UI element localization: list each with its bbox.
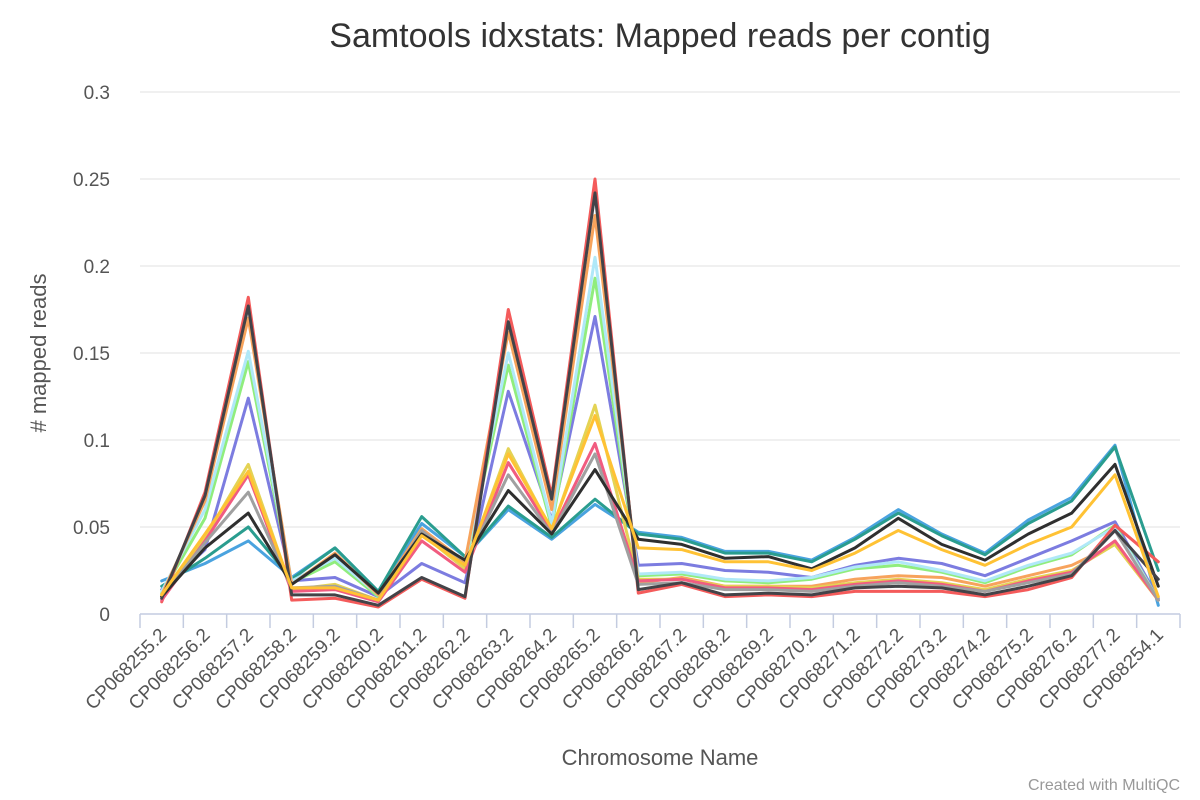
credit-link[interactable]: Created with MultiQC: [1028, 777, 1180, 794]
y-axis-ticks: 0 0.05 0.1 0.15 0.2 0.25 0.3: [73, 83, 110, 626]
series-line[interactable]: [160, 177, 1160, 609]
series-line[interactable]: [160, 414, 1160, 602]
series-line[interactable]: [160, 462, 1160, 599]
y-tick-label: 0.25: [73, 170, 110, 191]
series-line[interactable]: [160, 191, 1160, 607]
series-line[interactable]: [160, 315, 1160, 600]
y-tick-label: 0.1: [84, 431, 110, 452]
series-line[interactable]: [160, 255, 1160, 602]
y-tick-label: 0.15: [73, 344, 110, 365]
x-axis-ticks: CP068255.2CP068256.2CP068257.2CP068258.2…: [82, 614, 1181, 714]
chart-title: Samtools idxstats: Mapped reads per cont…: [329, 17, 990, 55]
y-tick-label: 0.3: [84, 83, 110, 104]
series-line[interactable]: [160, 445, 1160, 593]
series-line[interactable]: [160, 276, 1160, 602]
y-tick-label: 0: [99, 605, 110, 626]
y-tick-label: 0.05: [73, 518, 110, 539]
y-axis-label: # mapped reads: [26, 274, 51, 433]
y-tick-label: 0.2: [84, 257, 110, 278]
series-lines[interactable]: [160, 177, 1160, 609]
x-axis-label: Chromosome Name: [562, 745, 759, 770]
